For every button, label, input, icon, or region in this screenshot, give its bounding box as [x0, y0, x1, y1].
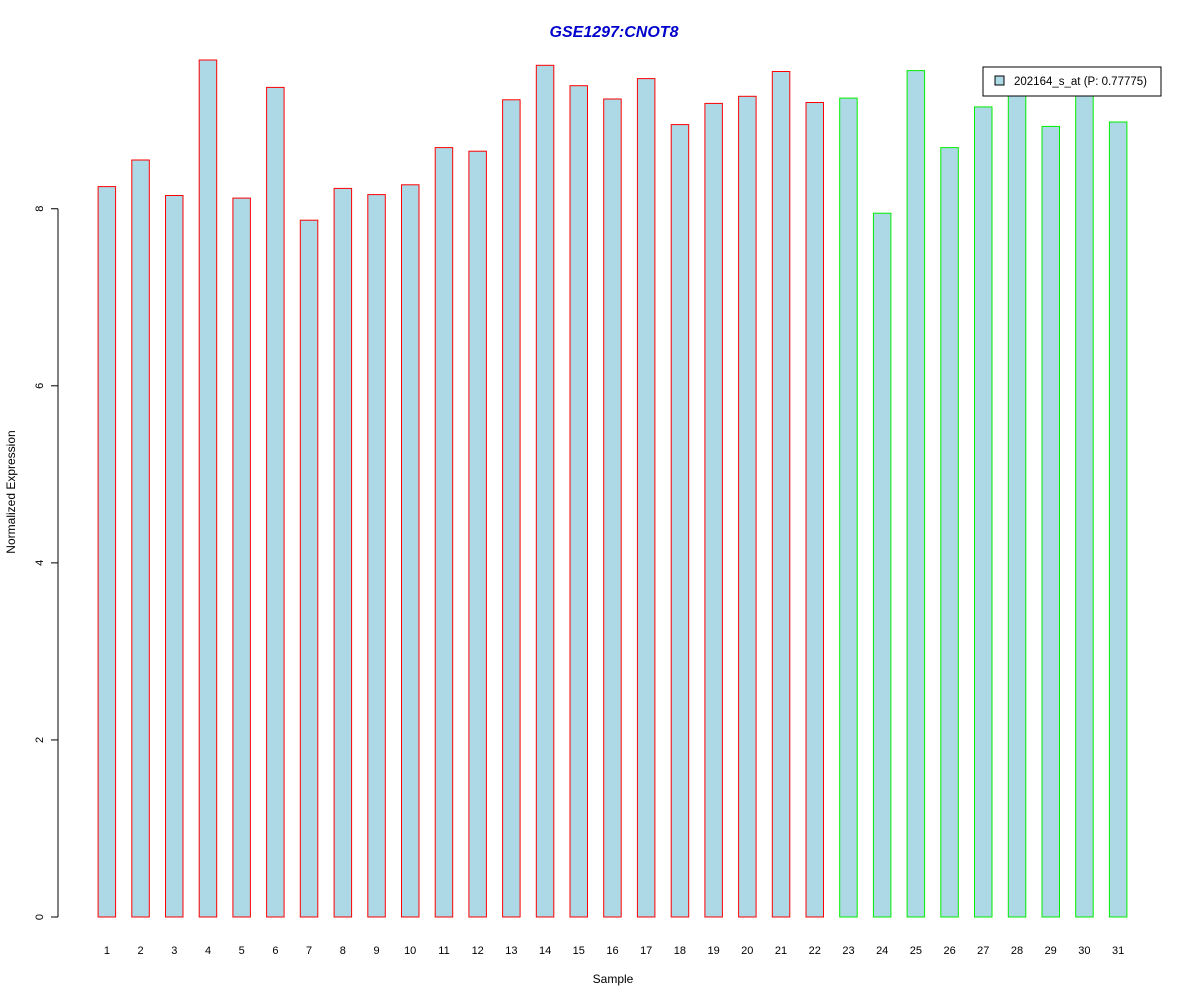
bar-sample-15 [569, 85, 588, 918]
bar-sample-4 [198, 59, 218, 918]
x-tick-label: 24 [876, 945, 888, 957]
x-tick-label: 12 [472, 945, 484, 957]
bar-sample-6 [266, 86, 285, 918]
x-tick-label: 23 [842, 945, 854, 957]
x-tick-label: 13 [505, 945, 517, 957]
x-tick-label: 25 [910, 945, 922, 957]
legend-box [982, 66, 1162, 97]
bar-sample-20 [738, 95, 757, 918]
bar-sample-5 [232, 197, 251, 918]
bar-sample-1 [97, 186, 117, 918]
x-tick-label: 22 [809, 945, 821, 957]
x-tick-label: 29 [1045, 945, 1057, 957]
bar-sample-17 [636, 78, 656, 918]
bar-sample-21 [771, 71, 791, 918]
x-tick-label: 26 [943, 945, 955, 957]
x-tick-labels: 1 2 3 4 5 6 7 8 9 10 11 12 13 14 15 16 17 18 19 20 21 22 23 24 2… [104, 945, 1124, 957]
bar-sample-24 [872, 212, 892, 918]
y-tick-label: 8 [34, 206, 46, 212]
bar-sample-28 [1007, 92, 1027, 918]
y-tick-label: 4 [34, 560, 46, 566]
bar-sample-13 [502, 99, 521, 918]
x-axis-label: Sample [593, 972, 634, 986]
bar-sample-25 [906, 70, 926, 918]
bars-group [97, 59, 1128, 918]
x-tick-label: 10 [404, 945, 416, 957]
x-tick-label: 16 [606, 945, 618, 957]
x-tick-label: 20 [741, 945, 753, 957]
x-tick-label: 31 [1112, 945, 1124, 957]
x-tick-label: 30 [1078, 945, 1090, 957]
x-tick-label: 27 [977, 945, 989, 957]
bar-sample-9 [367, 194, 386, 918]
bar-sample-18 [670, 124, 690, 918]
x-tick-label: 11 [438, 945, 449, 957]
x-tick-label: 21 [775, 945, 787, 957]
bar-sample-26 [940, 147, 959, 918]
bar-sample-19 [704, 102, 723, 918]
y-tick-label: 0 [34, 914, 46, 920]
bar-sample-31 [1108, 121, 1128, 918]
bar-sample-14 [535, 64, 555, 918]
x-tick-label: 19 [707, 945, 719, 957]
bar-sample-23 [839, 97, 858, 918]
x-tick-label: 15 [573, 945, 585, 957]
bar-sample-16 [603, 98, 622, 918]
bar-sample-29 [1041, 125, 1060, 918]
x-tick-label: 4 [205, 945, 211, 957]
y-axis: 0 2 4 6 8 [34, 206, 59, 920]
x-tick-label: 1 [104, 945, 110, 957]
bar-sample-22 [805, 102, 824, 918]
legend-swatch [994, 75, 1005, 86]
y-tick-label: 6 [34, 383, 46, 389]
bar-sample-10 [401, 184, 420, 918]
x-tick-label: 14 [539, 945, 551, 957]
legend: 202164_s_at (P: 0.77775) [982, 66, 1162, 97]
x-tick-label: 8 [340, 945, 346, 957]
x-tick-label: 6 [272, 945, 278, 957]
chart-title: GSE1297:CNOT8 [550, 24, 679, 41]
x-tick-label: 5 [239, 945, 245, 957]
bar-sample-12 [468, 150, 487, 918]
bar-sample-8 [333, 187, 353, 918]
y-axis-label: Normalized Expression [4, 430, 18, 553]
x-tick-label: 2 [138, 945, 144, 957]
y-tick-label: 2 [34, 737, 46, 743]
x-tick-label: 28 [1011, 945, 1023, 957]
x-tick-label: 3 [171, 945, 177, 957]
x-tick-label: 18 [674, 945, 686, 957]
bar-sample-3 [165, 195, 184, 918]
bar-sample-30 [1075, 90, 1094, 918]
bar-sample-11 [434, 147, 454, 918]
x-tick-label: 7 [306, 945, 312, 957]
legend-label: 202164_s_at (P: 0.77775) [1014, 76, 1147, 88]
bar-sample-7 [299, 219, 319, 918]
x-tick-label: 17 [640, 945, 652, 957]
bar-sample-2 [131, 159, 150, 918]
bar-sample-27 [974, 106, 993, 918]
x-tick-label: 9 [373, 945, 379, 957]
